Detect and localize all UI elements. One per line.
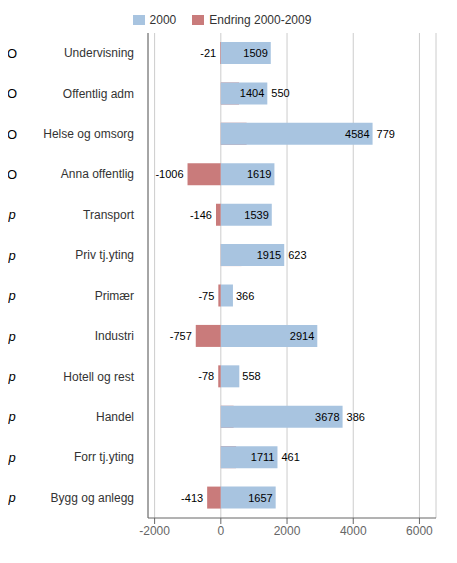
svg-text:366: 366 bbox=[236, 290, 254, 302]
svg-text:Undervisning: Undervisning bbox=[64, 46, 134, 60]
svg-text:461: 461 bbox=[281, 451, 299, 463]
svg-text:-757: -757 bbox=[170, 330, 192, 342]
svg-text:p: p bbox=[8, 450, 16, 465]
svg-text:Helse og omsorg: Helse og omsorg bbox=[43, 127, 134, 141]
svg-text:Handel: Handel bbox=[96, 410, 134, 424]
html-text:2000: 2000 bbox=[149, 13, 177, 27]
svg-text:Hotell og rest: Hotell og rest bbox=[63, 370, 134, 384]
svg-text:Forr tj.yting: Forr tj.yting bbox=[74, 450, 134, 464]
svg-text:550: 550 bbox=[271, 87, 289, 99]
svg-text:779: 779 bbox=[377, 128, 395, 140]
svg-text:Primær: Primær bbox=[95, 289, 134, 303]
svg-text:-75: -75 bbox=[198, 290, 214, 302]
svg-text:1539: 1539 bbox=[244, 209, 268, 221]
svg-text:p: p bbox=[8, 490, 16, 505]
svg-text:p: p bbox=[8, 329, 16, 344]
svg-text:p: p bbox=[8, 248, 16, 263]
svg-text:Anna offentlig: Anna offentlig bbox=[61, 167, 134, 181]
svg-text:4000: 4000 bbox=[340, 524, 367, 538]
svg-text:1404: 1404 bbox=[240, 87, 264, 99]
svg-text:558: 558 bbox=[242, 370, 260, 382]
svg-text:2914: 2914 bbox=[290, 330, 314, 342]
svg-text:-2000: -2000 bbox=[139, 524, 170, 538]
svg-text:3678: 3678 bbox=[315, 411, 339, 423]
svg-text:1711: 1711 bbox=[251, 451, 275, 463]
svg-text:Transport: Transport bbox=[83, 208, 135, 222]
svg-text:-413: -413 bbox=[181, 492, 203, 504]
svg-text:O: O bbox=[8, 167, 17, 182]
svg-text:p: p bbox=[8, 288, 16, 303]
svg-text:Bygg og anlegg: Bygg og anlegg bbox=[51, 491, 134, 505]
svg-text:O: O bbox=[8, 46, 17, 61]
html-text:Endring 2000-2009: Endring 2000-2009 bbox=[209, 13, 312, 27]
svg-text:1915: 1915 bbox=[257, 249, 281, 261]
svg-text:p: p bbox=[8, 369, 16, 384]
svg-text:1619: 1619 bbox=[247, 168, 271, 180]
svg-text:O: O bbox=[8, 127, 17, 142]
svg-text:O: O bbox=[8, 86, 17, 101]
svg-text:Industri: Industri bbox=[95, 329, 134, 343]
svg-text:-21: -21 bbox=[200, 47, 216, 59]
svg-text:Priv tj.yting: Priv tj.yting bbox=[75, 248, 134, 262]
svg-text:-78: -78 bbox=[198, 370, 214, 382]
svg-text:p: p bbox=[8, 409, 16, 424]
svg-text:0: 0 bbox=[217, 524, 224, 538]
svg-text:386: 386 bbox=[347, 411, 365, 423]
svg-text:p: p bbox=[8, 207, 16, 222]
svg-text:-1006: -1006 bbox=[155, 168, 183, 180]
svg-text:623: 623 bbox=[288, 249, 306, 261]
svg-text:1657: 1657 bbox=[248, 492, 272, 504]
svg-text:4584: 4584 bbox=[345, 128, 369, 140]
svg-text:1509: 1509 bbox=[243, 47, 267, 59]
svg-text:Offentlig adm: Offentlig adm bbox=[63, 87, 134, 101]
svg-text:2000: 2000 bbox=[274, 524, 301, 538]
svg-text:6000: 6000 bbox=[406, 524, 433, 538]
svg-text:-146: -146 bbox=[190, 209, 212, 221]
